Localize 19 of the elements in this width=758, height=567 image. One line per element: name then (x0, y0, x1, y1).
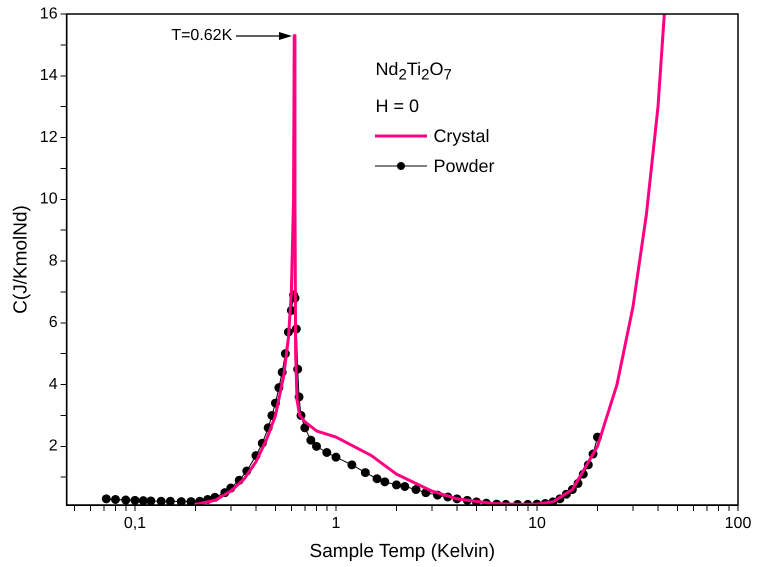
y-tick-label: 12 (40, 128, 58, 146)
legend-label: Powder (433, 154, 494, 178)
x-tick-label: 0,1 (124, 515, 146, 532)
x-tick-label: 10 (528, 515, 546, 532)
x-tick-label: 100 (724, 515, 752, 532)
y-tick-label: 16 (40, 5, 58, 22)
annotation: T=0.62K (171, 26, 232, 46)
y-axis-title: C(J/KmolNd) (10, 205, 32, 314)
y-tick-label: 2 (48, 438, 58, 455)
x-axis-title: Sample Temp (Kelvin) (310, 540, 496, 562)
y-tick-label: 8 (48, 252, 58, 270)
legend-title: Nd$_{2}$Ti$_{2}$O$_{7}$ (375, 58, 453, 86)
y-tick-label: 10 (40, 190, 58, 208)
y-tick-label: 4 (48, 376, 58, 393)
legend-label: Crystal (433, 124, 490, 148)
annotation: H = 0 (375, 94, 420, 118)
y-tick-label: 6 (48, 314, 58, 332)
x-tick-label: 1 (332, 515, 341, 532)
y-tick-label: 14 (40, 67, 58, 84)
